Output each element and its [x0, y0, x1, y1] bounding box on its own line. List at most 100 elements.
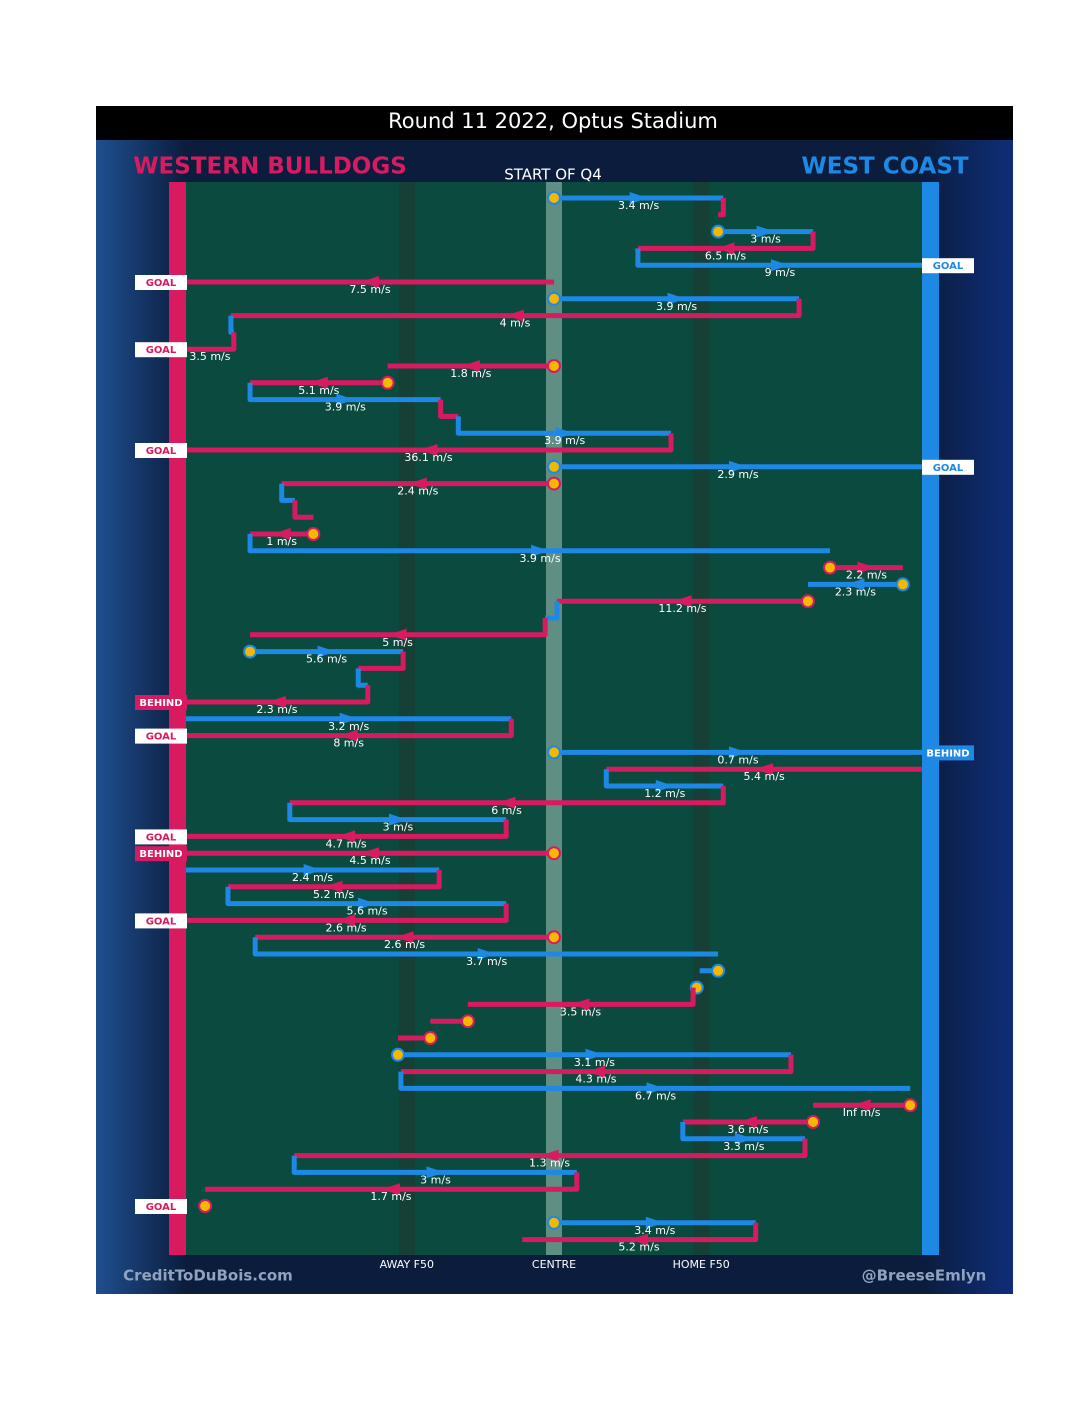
speed-label: 0.7 m/s: [717, 753, 758, 766]
speed-label: 6.7 m/s: [635, 1089, 676, 1102]
arrow: [303, 864, 322, 876]
result-box: [135, 728, 187, 744]
speed-label: 9 m/s: [765, 266, 796, 279]
arrow: [497, 796, 516, 809]
result-box: [135, 443, 187, 458]
arrow: [388, 628, 407, 641]
speed-label: 1.3 m/s: [529, 1157, 570, 1170]
arrow: [317, 645, 336, 658]
speed-label: 3.7 m/s: [466, 955, 507, 968]
speed-label: 1.7 m/s: [370, 1190, 411, 1203]
credit-right: @BreeseEmlyn: [862, 1267, 987, 1285]
speed-label: 4.3 m/s: [575, 1073, 616, 1086]
result-box: [135, 695, 187, 710]
movement: [398, 1071, 911, 1091]
movement: [358, 651, 406, 671]
speed-label: 5.2 m/s: [313, 888, 354, 901]
result-label: GOAL: [933, 463, 964, 474]
movement: [230, 298, 802, 319]
movement: [355, 668, 368, 688]
arrow: [337, 914, 356, 927]
x-tick-label: HOME F50: [673, 1258, 730, 1271]
movement: [186, 433, 674, 453]
stoppage: [460, 1014, 475, 1029]
stoppage: [547, 291, 561, 306]
speed-label: 3.4 m/s: [618, 199, 659, 212]
stoppage: [243, 644, 258, 659]
result-label: GOAL: [933, 261, 964, 272]
stoppage: [800, 594, 815, 609]
speed-label: 5.2 m/s: [618, 1241, 659, 1254]
speed-label: 6 m/s: [491, 804, 522, 817]
stoppage: [823, 560, 837, 575]
movement: [635, 248, 922, 268]
result-label: GOAL: [146, 278, 177, 289]
arrow: [267, 696, 286, 708]
movement: [186, 332, 237, 352]
arrow: [555, 427, 574, 440]
speed-label: 3.9 m/s: [325, 401, 366, 414]
field-stripe: [693, 182, 710, 1255]
result-box: [922, 459, 974, 475]
stoppage: [390, 1047, 405, 1062]
movement: [247, 382, 441, 403]
arrow: [477, 948, 496, 960]
movement: [252, 937, 719, 957]
speed-label: 5.4 m/s: [744, 770, 785, 783]
movement: [186, 685, 371, 705]
subtitle: START OF Q4: [504, 166, 602, 184]
right-goal-band: [922, 182, 939, 1255]
result-box: [922, 745, 974, 761]
arrow: [388, 813, 407, 826]
arrow: [419, 444, 438, 456]
speed-label: 36.1 m/s: [404, 451, 452, 464]
speed-label: 3 m/s: [750, 233, 781, 246]
stoppage: [547, 1215, 561, 1230]
speed-label: 4 m/s: [500, 317, 531, 330]
movement: [400, 1054, 794, 1075]
arrow: [846, 578, 865, 591]
credit-left: CreditToDuBois.com: [123, 1267, 293, 1285]
x-tick-label: CENTRE: [532, 1258, 576, 1271]
arrow: [857, 561, 876, 574]
arrow: [337, 830, 356, 843]
arrow: [395, 931, 414, 944]
arrow: [585, 1048, 604, 1061]
speed-label: 2.3 m/s: [256, 703, 297, 716]
right-team: WEST COAST: [801, 154, 969, 180]
movement: [186, 903, 509, 923]
movement: [279, 483, 295, 503]
arrow: [770, 259, 789, 272]
speed-label: 2.3 m/s: [835, 585, 876, 598]
arrow: [540, 1149, 559, 1162]
arrow: [630, 1233, 649, 1246]
result-label: GOAL: [146, 832, 177, 843]
stoppage: [306, 527, 321, 541]
speed-label: 7.5 m/s: [349, 283, 390, 296]
speed-label: 8 m/s: [333, 737, 364, 750]
stoppage: [547, 359, 561, 373]
result-label: GOAL: [146, 345, 177, 356]
speed-label: 3.9 m/s: [656, 300, 697, 313]
movement: [289, 786, 726, 806]
stoppage: [903, 1098, 918, 1113]
arrow: [586, 1065, 605, 1078]
speed-label: Inf m/s: [843, 1106, 881, 1119]
arrow: [339, 729, 358, 742]
arrow: [339, 712, 358, 725]
movement: [186, 819, 509, 839]
speed-label: 3.9 m/s: [544, 434, 585, 447]
movement: [545, 601, 560, 621]
movement: [287, 802, 507, 823]
stoppage: [711, 224, 726, 239]
movement: [438, 399, 459, 419]
speed-label: 5.6 m/s: [346, 905, 387, 918]
stoppage: [198, 1199, 213, 1213]
result-box: [135, 829, 187, 845]
movement: [205, 1172, 580, 1192]
speed-label: 11.2 m/s: [658, 602, 706, 615]
chart-title: Round 11 2022, Optus Stadium: [388, 109, 718, 133]
result-label: BEHIND: [139, 849, 182, 860]
result-box: [135, 1199, 187, 1214]
